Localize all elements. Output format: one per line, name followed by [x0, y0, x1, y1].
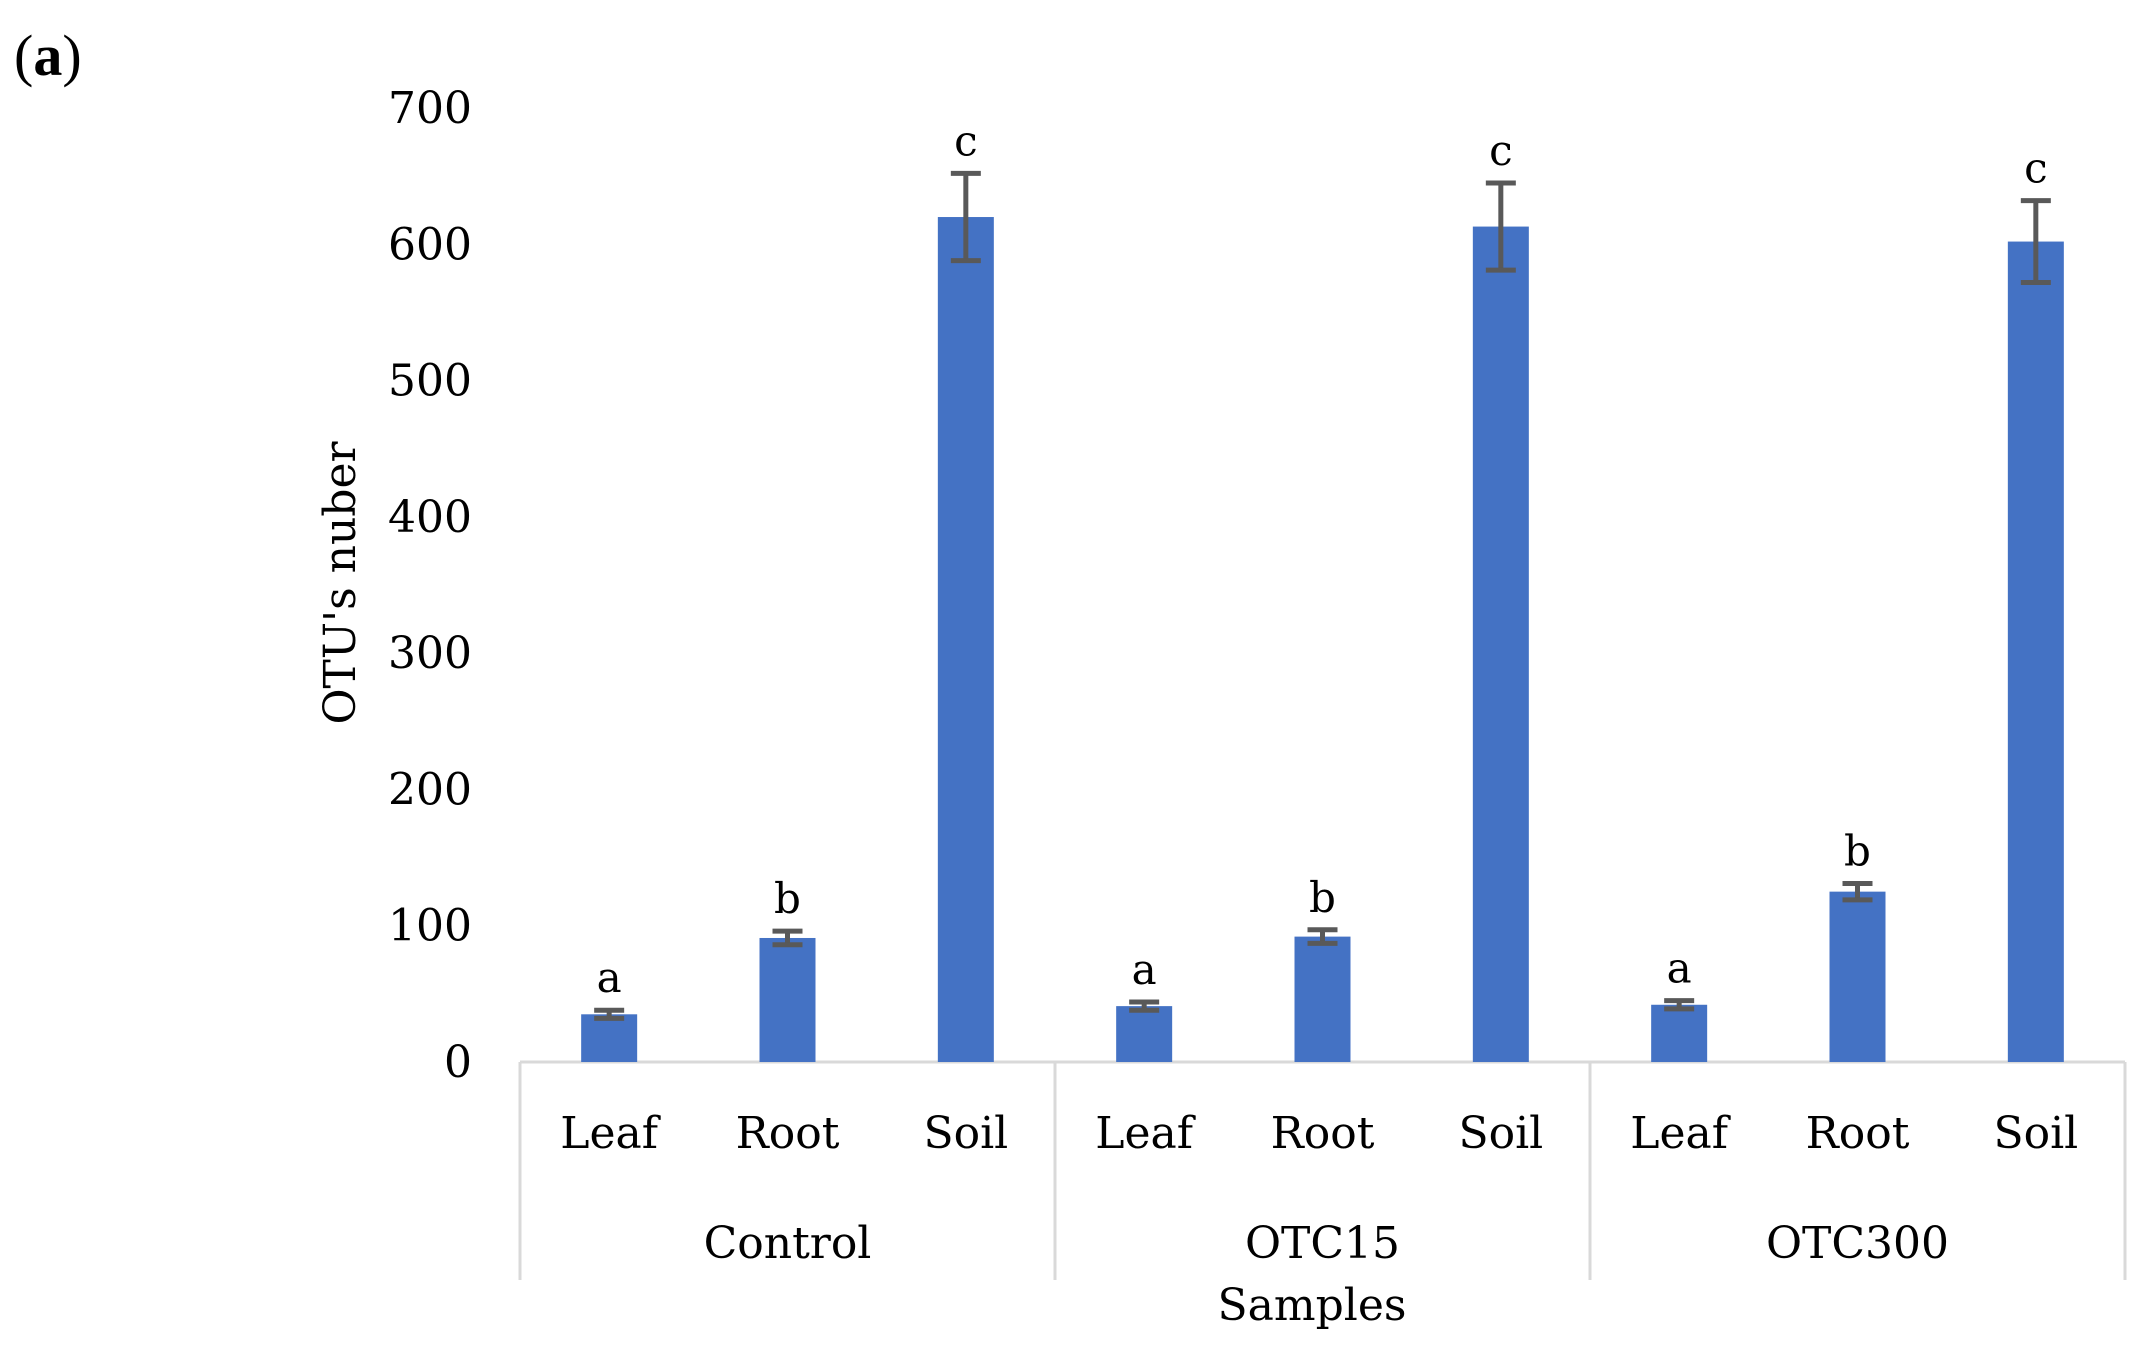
significance-letter: c: [1489, 126, 1513, 175]
group-label: OTC15: [1245, 1218, 1400, 1269]
y-tick-label: 700: [388, 83, 472, 134]
bar: [759, 937, 816, 1062]
y-tick-label: 0: [444, 1037, 472, 1088]
bar: [1472, 226, 1529, 1062]
y-tick-label: 300: [388, 628, 472, 679]
panel-label: (a): [14, 22, 82, 89]
bar: [2007, 241, 2064, 1062]
panel-label-close: ): [62, 23, 82, 88]
bar: [1651, 1004, 1708, 1062]
significance-letter: b: [1309, 873, 1336, 922]
y-axis-title: OTU's nuber: [315, 440, 366, 724]
y-tick-label: 100: [388, 901, 472, 952]
significance-letter: b: [774, 874, 801, 923]
x-tick-label: Soil: [923, 1108, 1008, 1159]
x-tick-label: Leaf: [1630, 1108, 1730, 1159]
significance-letter: a: [1132, 945, 1157, 994]
y-tick-label: 200: [388, 764, 472, 815]
y-tick-label: 600: [388, 219, 472, 270]
group-label: Control: [704, 1218, 872, 1269]
significance-letter: a: [597, 953, 622, 1002]
x-tick-label: Soil: [1458, 1108, 1543, 1159]
x-axis-title: Samples: [1218, 1280, 1407, 1331]
significance-letter: b: [1844, 826, 1871, 875]
y-tick-label: 400: [388, 492, 472, 543]
group-label: OTC300: [1766, 1218, 1949, 1269]
significance-letter: c: [2024, 144, 2048, 193]
x-tick-label: Root: [736, 1108, 840, 1159]
x-tick-label: Soil: [1993, 1108, 2078, 1159]
bar: [581, 1014, 638, 1062]
x-tick-label: Root: [1806, 1108, 1910, 1159]
bar-layer: a b c a b c a b c: [581, 116, 2064, 1062]
y-tick-label: 500: [388, 356, 472, 407]
x-tick-label: Root: [1271, 1108, 1375, 1159]
bar: [937, 217, 994, 1062]
significance-letter: a: [1667, 944, 1692, 993]
bar: [1294, 936, 1351, 1062]
panel-label-letter: a: [33, 23, 63, 88]
x-tick-label: Leaf: [560, 1108, 660, 1159]
x-tick-label: Leaf: [1095, 1108, 1195, 1159]
panel-label-open: (: [14, 23, 34, 88]
significance-letter: c: [954, 116, 978, 165]
bar: [1829, 891, 1886, 1062]
bar: [1116, 1006, 1173, 1062]
axis-layer: 0 100 200 300 400 500 600 700 Control Leaf Root Soi…: [388, 83, 2127, 1280]
